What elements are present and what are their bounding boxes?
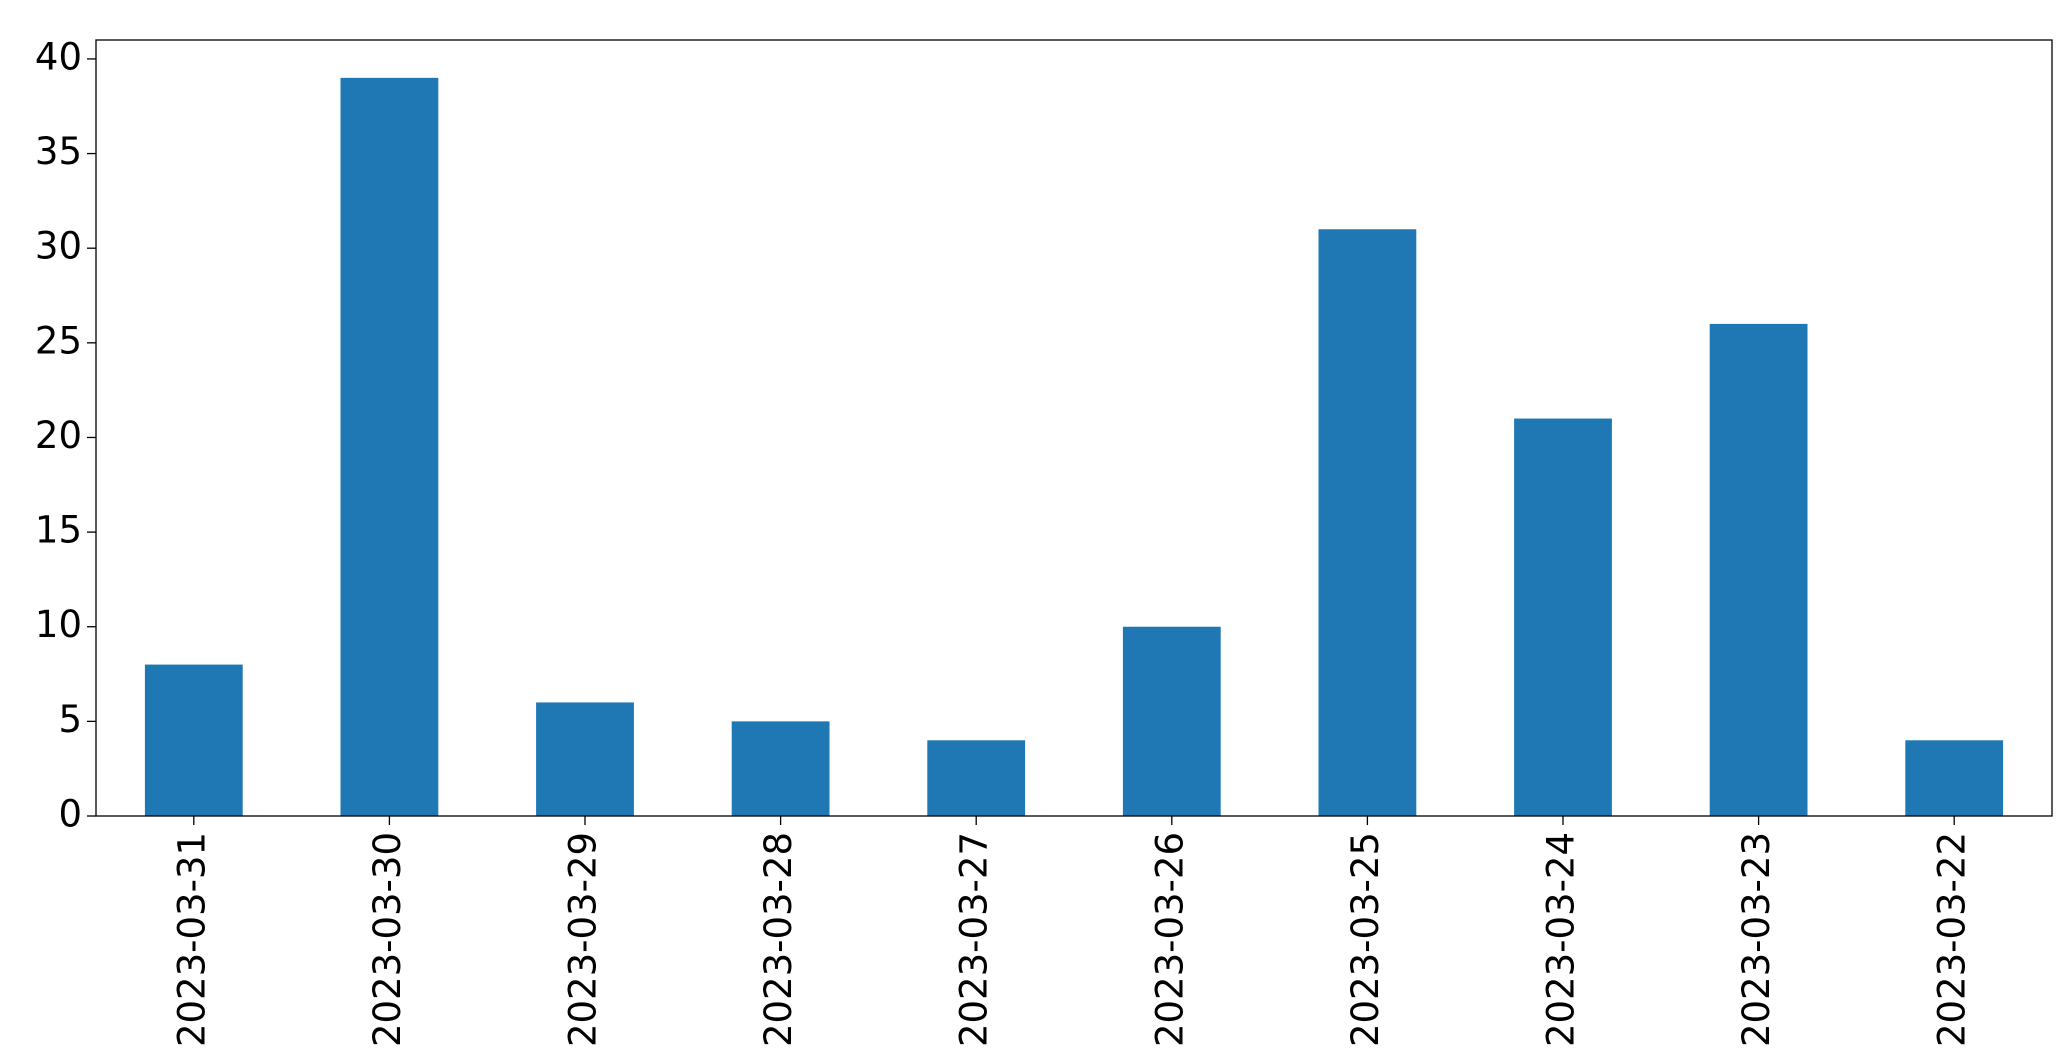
y-tick-label: 5 xyxy=(58,698,82,741)
y-tick-label: 30 xyxy=(35,225,82,268)
x-tick-label: 2023-03-31 xyxy=(170,832,213,1047)
x-tick-label: 2023-03-23 xyxy=(1735,832,1778,1047)
x-tick-label: 2023-03-25 xyxy=(1344,832,1387,1047)
y-tick-label: 10 xyxy=(35,603,82,646)
y-tick-label: 20 xyxy=(35,414,82,457)
x-tick-label: 2023-03-27 xyxy=(953,832,996,1047)
bar xyxy=(1905,740,2004,816)
bar xyxy=(927,740,1026,816)
bar xyxy=(731,721,830,816)
y-tick-label: 25 xyxy=(35,319,82,362)
plot-frame xyxy=(95,39,2053,817)
y-tick-label: 40 xyxy=(35,35,82,78)
x-tick-label: 2023-03-29 xyxy=(562,832,605,1047)
y-tick-label: 15 xyxy=(35,509,82,552)
x-tick-label: 2023-03-30 xyxy=(366,832,409,1047)
y-tick-label: 0 xyxy=(58,793,82,836)
y-tick-label: 35 xyxy=(35,130,82,173)
bar xyxy=(1318,229,1417,816)
x-tick-label: 2023-03-26 xyxy=(1148,832,1191,1047)
bar xyxy=(144,664,243,816)
bar xyxy=(1514,418,1612,816)
bar xyxy=(1122,626,1221,816)
bar xyxy=(340,77,439,817)
x-tick-label: 2023-03-28 xyxy=(757,832,800,1047)
bar xyxy=(1709,323,1808,816)
x-tick-label: 2023-03-24 xyxy=(1540,832,1583,1047)
x-tick-label: 2023-03-22 xyxy=(1931,832,1974,1047)
bar xyxy=(536,702,634,816)
